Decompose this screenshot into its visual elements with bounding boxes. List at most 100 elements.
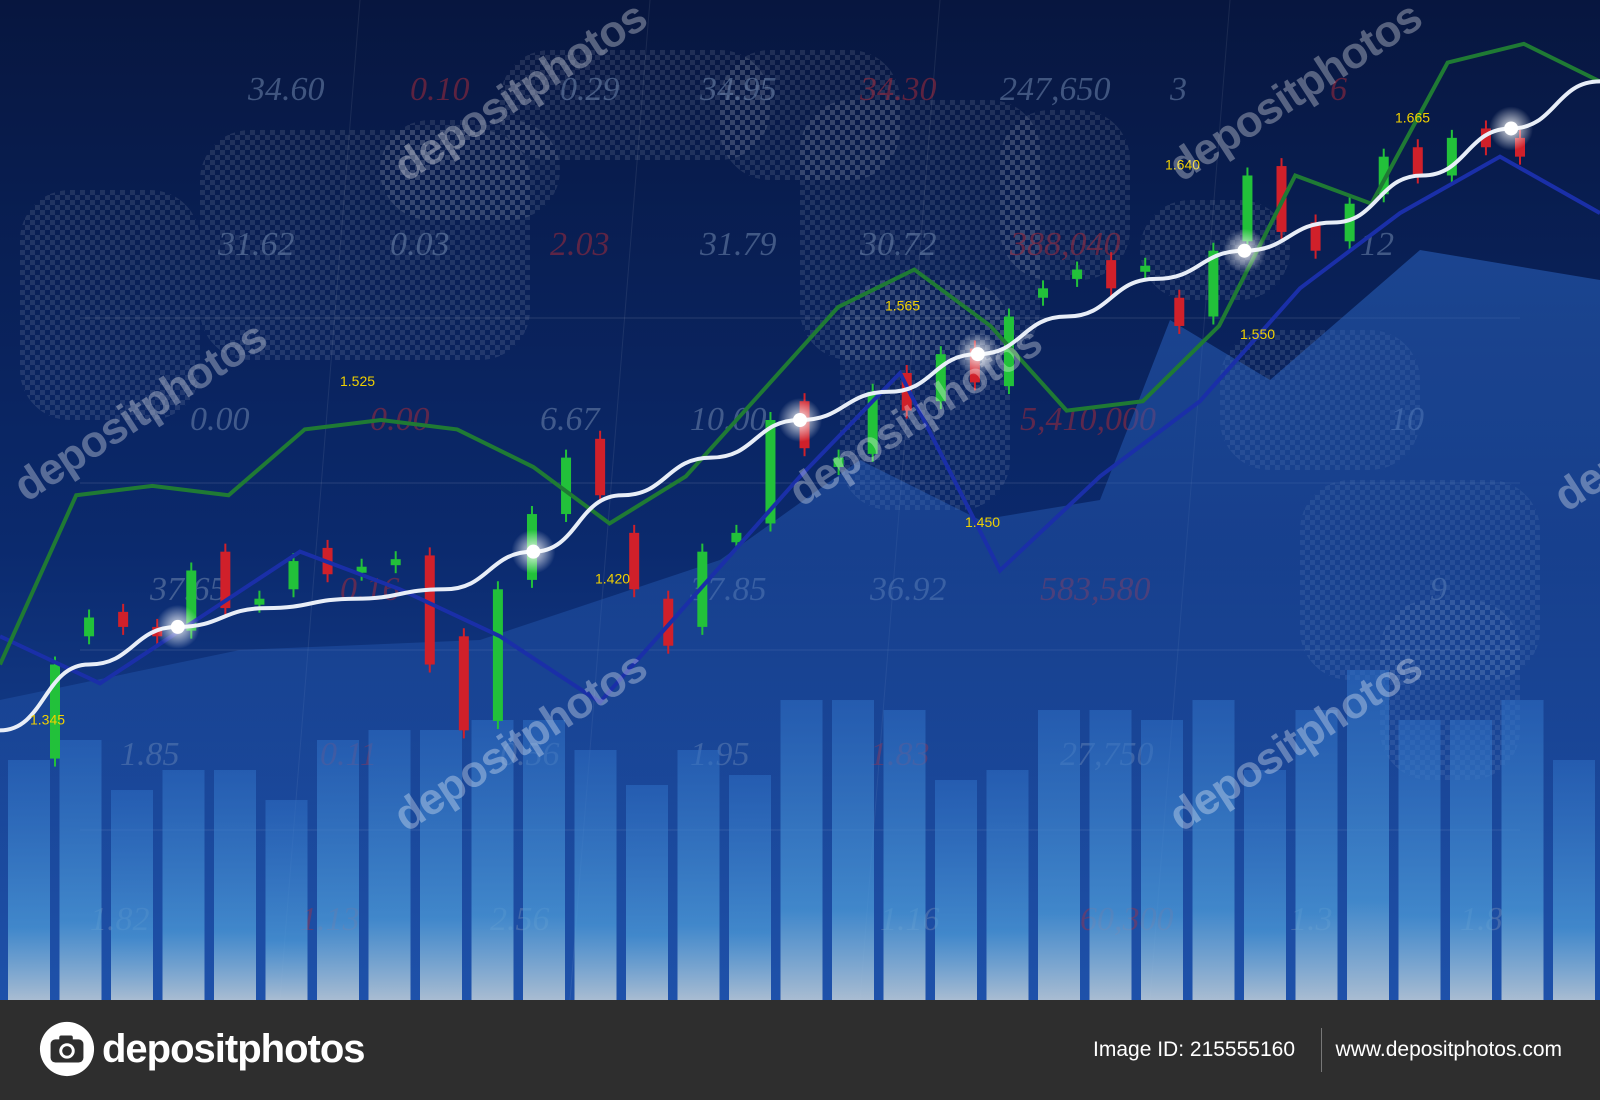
volume-bar (677, 750, 720, 1000)
ma-point (526, 544, 541, 559)
volume-bar (265, 800, 308, 1000)
price-label: 1.550 (1240, 326, 1275, 342)
price-label: 1.450 (965, 514, 1000, 530)
volume-bar (317, 740, 359, 1000)
brand-name: depositphotos (102, 1026, 366, 1071)
candlestick-chart: 34.60 0.10 0.29 34.95 34.30 247,650 3 6 31.62 0.0… (0, 0, 1600, 1000)
background-number: 6 (1330, 71, 1347, 108)
candle (629, 532, 640, 590)
stock-chart-image: 34.60 0.10 0.29 34.95 34.30 247,650 3 6 31.62 0.0… (0, 0, 1600, 1000)
candle (1242, 175, 1253, 242)
volume-bar (471, 720, 514, 1000)
background-number: 0.00 (190, 401, 250, 438)
brand-logo[interactable]: depositphotos (38, 1020, 366, 1078)
map-blob (20, 190, 200, 420)
volume-bar (1347, 670, 1389, 1000)
volume-bar (1038, 710, 1080, 1000)
price-label: 1.345 (30, 711, 65, 727)
volume-bar (935, 780, 977, 1000)
candle (765, 420, 776, 524)
image-id: Image ID: 215555160 (1093, 1038, 1295, 1061)
background-number: 34.95 (699, 71, 777, 108)
volume-bar (1089, 710, 1132, 1000)
volume-bar (883, 710, 926, 1000)
volume-bar (574, 750, 617, 1000)
candle (731, 532, 742, 543)
volume-bar (162, 770, 205, 1000)
volume-bar (8, 760, 50, 1000)
volume-bar (1450, 720, 1492, 1000)
candle (1378, 156, 1389, 195)
background-number: 0.29 (560, 71, 620, 108)
site-link[interactable]: www.depositphotos.com (1335, 1038, 1562, 1061)
volume-bar (420, 730, 462, 1000)
blue-line (0, 154, 1600, 705)
candle (1412, 147, 1423, 176)
candle (50, 664, 60, 759)
ma-point (1237, 243, 1252, 258)
background-number: 31.79 (699, 226, 777, 263)
ma-point (170, 619, 185, 634)
volume-bar (111, 790, 153, 1000)
candle (458, 636, 469, 731)
candle (424, 555, 435, 665)
candle (492, 589, 503, 721)
candle (254, 598, 265, 605)
footer-bar: depositphotos Image ID: 215555160 www.de… (0, 1000, 1600, 1100)
ma-point (1504, 121, 1519, 136)
ma-point (970, 347, 985, 362)
footer-divider (1321, 1028, 1322, 1072)
price-labels: 1.345 1.420 1.450 1.525 1.550 1.565 1.640 1.665 (30, 109, 1430, 727)
moving-average-points (155, 106, 1534, 649)
candle (595, 438, 606, 496)
background-number: 2.03 (550, 226, 610, 263)
volume-bar (1244, 770, 1286, 1000)
candle (1072, 269, 1083, 279)
volume-bar (780, 700, 823, 1000)
map-blob (1000, 110, 1130, 280)
candle (288, 561, 299, 590)
volume-bar (1192, 700, 1235, 1000)
candle (1174, 297, 1185, 326)
ma-point (793, 413, 807, 427)
candle (356, 566, 367, 573)
camera-icon (39, 1021, 95, 1077)
background-number: 10.00 (690, 401, 767, 438)
volume-bar (1553, 760, 1595, 1000)
background-number: 0.03 (390, 226, 450, 263)
candle (1344, 203, 1355, 242)
background-number: 247,650 (1000, 71, 1111, 108)
candle (220, 551, 231, 609)
green-line (0, 41, 1600, 666)
volume-bar (59, 740, 102, 1000)
volume-bar (729, 775, 771, 1000)
volume-bars (8, 670, 1595, 1000)
background-number: 34.60 (247, 71, 325, 108)
map-blob (500, 50, 770, 160)
candle (935, 354, 946, 402)
candle (1480, 128, 1491, 148)
volume-bar (1141, 720, 1183, 1000)
price-label: 1.640 (1165, 156, 1200, 172)
candle (561, 457, 572, 515)
volume-bar (832, 700, 874, 1000)
price-label: 1.565 (885, 298, 920, 314)
background-number: 6.67 (540, 401, 602, 438)
volume-bar (1501, 700, 1544, 1000)
candle (1140, 265, 1151, 272)
candle (390, 559, 401, 566)
candle (186, 570, 197, 631)
candle (84, 617, 95, 637)
candle (118, 611, 129, 627)
volume-bar (523, 720, 565, 1000)
background-number: 34.30 (859, 71, 937, 108)
background-number: 0.10 (410, 71, 470, 108)
volume-bar (986, 770, 1029, 1000)
background-number: 31.62 (217, 226, 295, 263)
candle (1208, 250, 1219, 317)
candle (833, 457, 844, 468)
candle (1038, 288, 1049, 298)
candle (1106, 260, 1117, 289)
candle (1310, 222, 1321, 251)
price-label: 1.420 (595, 570, 630, 586)
